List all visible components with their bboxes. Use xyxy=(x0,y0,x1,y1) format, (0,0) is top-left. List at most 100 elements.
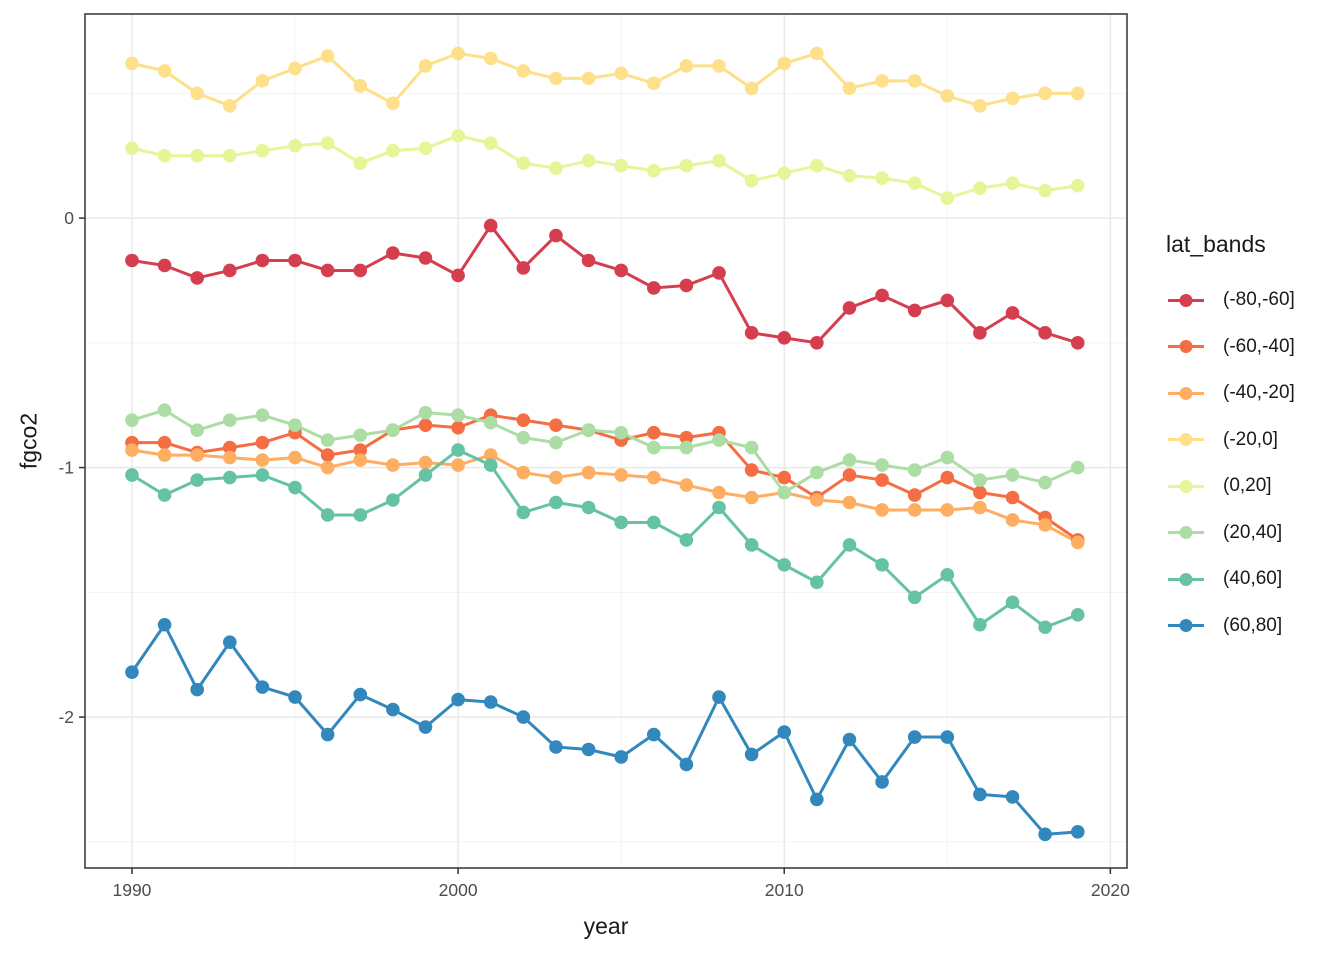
data-point-(-80,-60] xyxy=(255,253,270,268)
legend-item: (-20,0] xyxy=(1166,417,1336,464)
data-point-(-40,-20] xyxy=(288,450,302,465)
data-point-(40,60] xyxy=(614,515,628,530)
data-point-(0,20] xyxy=(418,141,433,156)
data-point-(0,20] xyxy=(255,143,270,158)
data-point-(60,80] xyxy=(255,680,270,694)
data-point-(20,40] xyxy=(679,440,694,455)
data-point-(20,40] xyxy=(288,418,302,432)
data-point-(0,20] xyxy=(679,158,694,173)
data-point-(-20,0] xyxy=(679,59,694,73)
data-point-(20,40] xyxy=(744,440,759,455)
legend-items: (-80,-60] (-60,-40] (-40,-20] (-20,0] (0,20]… xyxy=(1166,277,1336,649)
data-point-(60,80] xyxy=(386,702,400,717)
data-point-(0,20] xyxy=(125,141,139,156)
data-point-(0,20] xyxy=(712,153,726,168)
y-tick-label: -1 xyxy=(58,458,74,478)
data-point-(-60,-40] xyxy=(451,420,465,435)
data-point-(20,40] xyxy=(712,433,726,447)
data-point-(40,60] xyxy=(907,590,922,605)
data-point-(-80,-60] xyxy=(1038,326,1052,340)
data-point-(0,20] xyxy=(777,166,792,180)
legend-item: (-60,-40] xyxy=(1166,324,1336,371)
data-point-(-60,-40] xyxy=(516,413,531,427)
data-point-(20,40] xyxy=(418,405,433,420)
legend-item-label: (-60,-40] xyxy=(1223,335,1295,357)
legend-key-icon xyxy=(1168,386,1204,400)
data-point-(-80,-60] xyxy=(1070,336,1085,350)
data-point-(-80,-60] xyxy=(777,331,792,345)
data-point-(-40,-20] xyxy=(386,458,400,472)
data-point-(-40,-20] xyxy=(516,465,531,480)
data-point-(20,40] xyxy=(1070,460,1085,475)
data-point-(0,20] xyxy=(549,161,563,175)
data-point-(-80,-60] xyxy=(353,263,368,278)
data-point-(-60,-40] xyxy=(223,440,237,455)
data-point-(-40,-20] xyxy=(907,503,922,517)
data-point-(-40,-20] xyxy=(418,455,433,470)
data-point-(40,60] xyxy=(777,558,792,572)
data-point-(-80,-60] xyxy=(549,228,563,243)
data-point-(-80,-60] xyxy=(418,251,433,265)
data-point-(60,80] xyxy=(320,727,335,742)
data-point-(-20,0] xyxy=(516,64,531,78)
data-point-(40,60] xyxy=(712,500,726,515)
x-tick-label: 2000 xyxy=(439,880,478,900)
data-point-(-80,-60] xyxy=(810,336,824,350)
data-point-(0,20] xyxy=(810,158,824,173)
data-point-(40,60] xyxy=(190,473,204,487)
data-point-(-20,0] xyxy=(451,46,465,61)
data-point-(40,60] xyxy=(549,495,563,510)
legend-item: (-80,-60] xyxy=(1166,277,1336,324)
data-point-(-20,0] xyxy=(744,81,759,96)
legend: lat_bands (-80,-60] (-60,-40] (-40,-20] (-2… xyxy=(1166,230,1336,649)
data-point-(-40,-20] xyxy=(581,465,596,480)
data-point-(20,40] xyxy=(157,403,172,417)
data-point-(40,60] xyxy=(875,558,889,572)
x-tick-label: 2010 xyxy=(765,880,804,900)
data-point-(60,80] xyxy=(581,742,596,757)
data-point-(60,80] xyxy=(223,635,237,650)
data-point-(-60,-40] xyxy=(875,473,889,487)
data-point-(20,40] xyxy=(549,435,563,450)
data-point-(20,40] xyxy=(614,425,628,440)
data-point-(20,40] xyxy=(483,415,498,430)
data-point-(60,80] xyxy=(940,730,955,744)
data-point-(-80,-60] xyxy=(614,263,628,278)
data-point-(0,20] xyxy=(907,176,922,190)
legend-key-icon xyxy=(1168,619,1204,633)
data-point-(-20,0] xyxy=(320,49,335,63)
data-point-(40,60] xyxy=(320,508,335,522)
data-point-(-60,-40] xyxy=(842,468,857,482)
data-point-(40,60] xyxy=(483,458,498,472)
data-point-(60,80] xyxy=(712,690,726,704)
data-point-(60,80] xyxy=(451,692,465,707)
data-point-(40,60] xyxy=(1005,595,1020,610)
legend-item: (40,60] xyxy=(1166,556,1336,603)
data-point-(40,60] xyxy=(973,617,987,632)
data-point-(-20,0] xyxy=(614,66,628,81)
data-point-(-40,-20] xyxy=(255,453,270,467)
data-point-(-20,0] xyxy=(1005,91,1020,106)
data-point-(-20,0] xyxy=(581,71,596,86)
data-point-(-80,-60] xyxy=(1005,306,1020,320)
data-point-(-40,-20] xyxy=(190,448,204,462)
data-point-(-60,-40] xyxy=(940,470,955,485)
data-point-(-80,-60] xyxy=(940,293,955,308)
data-point-(-80,-60] xyxy=(679,278,694,293)
data-point-(-20,0] xyxy=(777,56,792,71)
data-point-(20,40] xyxy=(190,423,204,437)
data-point-(-60,-40] xyxy=(646,425,661,440)
data-point-(-20,0] xyxy=(353,79,368,93)
data-point-(20,40] xyxy=(1038,475,1052,490)
data-point-(-40,-20] xyxy=(157,448,172,462)
data-point-(-20,0] xyxy=(1038,86,1052,101)
legend-item-label: (-40,-20] xyxy=(1223,382,1295,404)
data-point-(-40,-20] xyxy=(483,448,498,462)
data-point-(40,60] xyxy=(157,488,172,502)
data-point-(40,60] xyxy=(353,508,368,522)
data-point-(60,80] xyxy=(1038,827,1052,842)
data-point-(0,20] xyxy=(1038,183,1052,198)
data-point-(60,80] xyxy=(418,720,433,734)
data-point-(60,80] xyxy=(614,750,628,764)
